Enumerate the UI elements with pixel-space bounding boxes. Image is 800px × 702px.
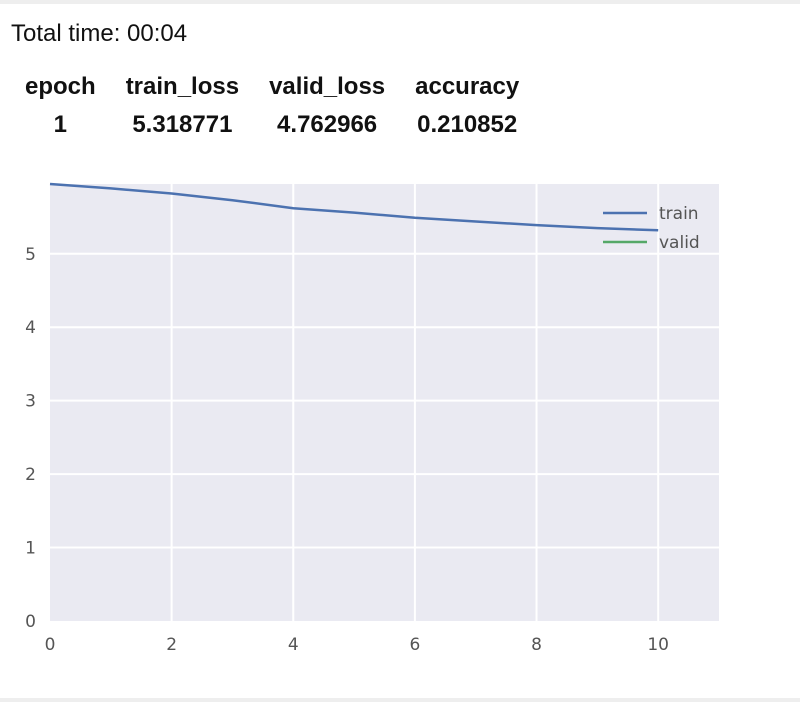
x-tick-label: 2 <box>166 635 177 655</box>
x-tick-label: 4 <box>288 635 299 655</box>
y-tick-label: 3 <box>25 392 36 412</box>
y-tick-label: 5 <box>25 245 36 265</box>
x-tick-label: 10 <box>647 635 669 655</box>
metrics-table: epoch train_loss valid_loss accuracy 1 5… <box>10 68 534 144</box>
y-tick-label: 0 <box>25 612 36 632</box>
y-tick-label: 2 <box>25 465 36 485</box>
x-tick-label: 0 <box>45 635 56 655</box>
table-row: 1 5.318771 4.762966 0.210852 <box>10 106 534 144</box>
y-tick-label: 4 <box>25 318 36 338</box>
total-time-label: Total time: 00:04 <box>11 20 187 48</box>
column-header-accuracy: accuracy <box>400 68 534 106</box>
legend-label-valid: valid <box>659 233 700 253</box>
x-tick-label: 6 <box>409 635 420 655</box>
cell-train-loss: 5.318771 <box>111 106 254 144</box>
y-tick-label: 1 <box>25 539 36 559</box>
cell-accuracy: 0.210852 <box>400 106 534 144</box>
cell-epoch: 1 <box>10 106 111 144</box>
column-header-valid-loss: valid_loss <box>254 68 400 106</box>
column-header-epoch: epoch <box>10 68 111 106</box>
x-tick-label: 8 <box>531 635 542 655</box>
metrics-header-row: epoch train_loss valid_loss accuracy <box>10 68 534 106</box>
plot-background <box>50 184 719 621</box>
legend-label-train: train <box>659 204 699 224</box>
cell-valid-loss: 4.762966 <box>254 106 400 144</box>
loss-chart: 0 2 4 6 8 10 0 1 2 3 4 5 train valid <box>0 170 800 670</box>
column-header-train-loss: train_loss <box>111 68 254 106</box>
